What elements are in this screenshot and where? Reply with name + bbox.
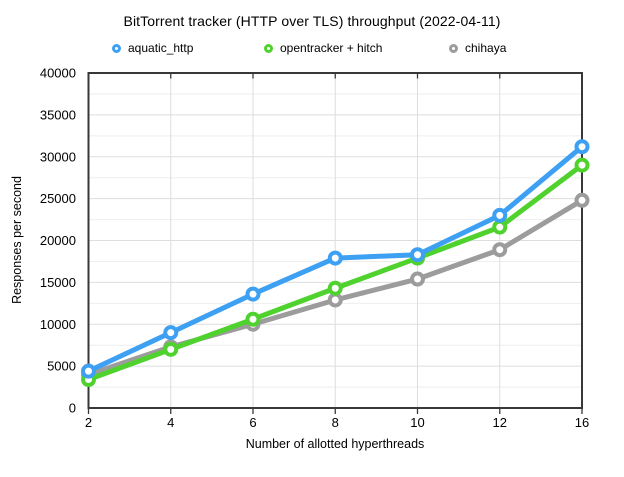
plot-frame bbox=[87, 72, 583, 409]
y-tick-label: 0 bbox=[69, 401, 76, 416]
x-tick-label: 10 bbox=[410, 415, 424, 430]
series-marker-opentracker-hitch bbox=[245, 311, 261, 327]
y-tick-label: 30000 bbox=[40, 149, 76, 164]
legend-item-opentracker-hitch: opentracker + hitch bbox=[264, 41, 382, 55]
x-tick-label: 12 bbox=[493, 415, 507, 430]
series-marker-aquatic-http bbox=[492, 207, 508, 223]
series-marker-chihaya bbox=[492, 242, 508, 258]
y-tick-label: 40000 bbox=[40, 66, 76, 81]
y-tick-label: 10000 bbox=[40, 317, 76, 332]
series-marker-opentracker-hitch bbox=[327, 280, 343, 296]
series-marker-chihaya bbox=[410, 271, 425, 287]
series-marker-opentracker-hitch bbox=[492, 219, 508, 235]
series-marker-aquatic-http bbox=[163, 325, 179, 341]
legend-marker-icon bbox=[449, 43, 458, 53]
x-tick-label: 4 bbox=[167, 415, 174, 430]
legend-label: chihaya bbox=[465, 41, 507, 55]
series-marker-opentracker-hitch bbox=[163, 341, 179, 357]
series-marker-aquatic-http bbox=[327, 250, 343, 266]
legend-label: aquatic_http bbox=[128, 41, 194, 55]
y-tick-label: 15000 bbox=[40, 275, 76, 290]
chart-title: BitTorrent tracker (HTTP over TLS) throu… bbox=[123, 13, 501, 29]
x-tick-label: 6 bbox=[249, 415, 256, 430]
legend-item-aquatic-http: aquatic_http bbox=[112, 41, 193, 55]
series-marker-opentracker-hitch bbox=[574, 157, 590, 173]
x-tick-label: 2 bbox=[85, 415, 92, 430]
y-tick-label: 35000 bbox=[40, 107, 76, 122]
legend-label: opentracker + hitch bbox=[280, 41, 383, 55]
x-axis-label: Number of allotted hyperthreads bbox=[245, 437, 425, 451]
series-marker-aquatic-http bbox=[410, 247, 425, 263]
series-marker-aquatic-http bbox=[574, 139, 590, 155]
x-tick-label: 8 bbox=[332, 415, 339, 430]
y-tick-label: 5000 bbox=[47, 359, 76, 374]
series-marker-aquatic-http bbox=[81, 363, 96, 379]
series-marker-aquatic-http bbox=[245, 286, 261, 302]
legend-marker-icon bbox=[112, 43, 121, 53]
y-tick-label: 20000 bbox=[40, 233, 76, 248]
legend-item-chihaya: chihaya bbox=[449, 41, 506, 55]
x-tick-label: 16 bbox=[575, 415, 589, 430]
legend-marker-icon bbox=[264, 43, 273, 53]
series-marker-chihaya bbox=[327, 292, 343, 308]
y-tick-label: 25000 bbox=[40, 191, 76, 206]
series-marker-chihaya bbox=[574, 192, 590, 208]
